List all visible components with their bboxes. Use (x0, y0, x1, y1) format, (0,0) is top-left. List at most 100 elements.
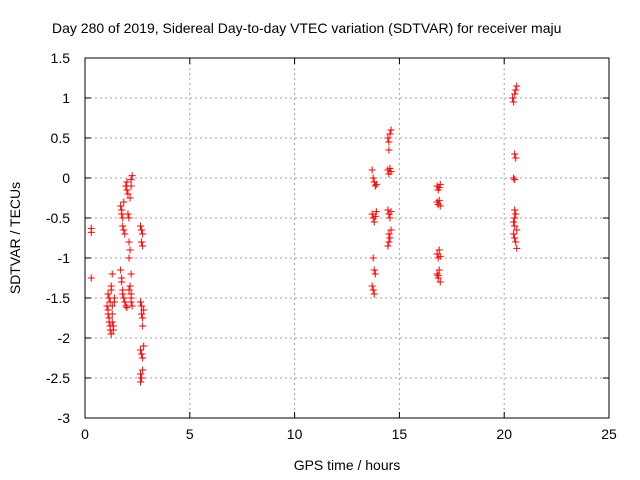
data-point (511, 90, 519, 98)
data-point (511, 222, 519, 230)
data-point (139, 322, 147, 330)
data-point (371, 182, 379, 190)
data-point (387, 126, 395, 134)
data-point (385, 238, 393, 246)
data-point (513, 244, 521, 252)
data-point (371, 212, 379, 220)
data-point (140, 306, 148, 314)
data-point (138, 302, 146, 310)
data-point (512, 154, 520, 162)
data-point (387, 168, 395, 176)
data-point (139, 230, 147, 238)
data-point (436, 202, 444, 210)
data-point (385, 146, 393, 154)
data-point (125, 238, 133, 246)
data-point (107, 330, 115, 338)
data-point (385, 138, 393, 146)
data-point (387, 208, 395, 216)
data-point (436, 180, 444, 188)
y-tick-label: 1.5 (51, 50, 71, 66)
data-point (118, 210, 126, 218)
data-point (434, 272, 442, 280)
y-tick-label: -0.5 (46, 210, 70, 226)
y-tick-label: -3 (58, 410, 71, 426)
data-point (118, 278, 126, 286)
data-point (87, 228, 95, 236)
data-point (124, 210, 132, 218)
data-point (117, 266, 125, 274)
data-point (511, 206, 519, 214)
data-point (433, 270, 441, 278)
data-point (138, 238, 146, 246)
data-point (385, 230, 393, 238)
y-tick-label: 0 (62, 170, 70, 186)
data-point (123, 304, 131, 312)
data-point (384, 206, 392, 214)
data-point (139, 242, 147, 250)
data-point (123, 178, 131, 186)
data-point (108, 270, 116, 278)
data-point (511, 234, 519, 242)
data-point (384, 134, 392, 142)
data-point (386, 214, 394, 222)
data-point (513, 226, 521, 234)
data-point (138, 374, 146, 382)
data-point (124, 190, 132, 198)
data-point (121, 298, 129, 306)
data-point (128, 172, 136, 180)
data-point (370, 266, 378, 274)
data-point (127, 182, 135, 190)
y-tick-label: 0.5 (51, 130, 71, 146)
data-point (119, 222, 127, 230)
x-tick-label: 15 (392, 426, 408, 442)
y-tick-label: 1 (62, 90, 70, 106)
data-point (368, 282, 376, 290)
data-point (511, 214, 519, 222)
data-point (120, 198, 128, 206)
x-axis-label: GPS time / hours (294, 457, 401, 473)
data-point (117, 202, 125, 210)
data-point (137, 346, 145, 354)
data-point (386, 130, 394, 138)
data-point (109, 326, 117, 334)
data-point (139, 354, 147, 362)
data-point (108, 302, 116, 310)
plot-frame (84, 57, 610, 419)
data-point (125, 254, 133, 262)
data-point (435, 196, 443, 204)
data-point (509, 94, 517, 102)
x-tick-label: 10 (287, 426, 303, 442)
data-point (371, 270, 379, 278)
data-point (435, 246, 443, 254)
data-point (369, 286, 377, 294)
data-point (122, 302, 130, 310)
data-point (108, 310, 116, 318)
data-point (119, 214, 127, 222)
data-point (510, 230, 518, 238)
data-point (435, 266, 443, 274)
y-tick-label: -1 (58, 250, 71, 266)
axis-ticks (84, 57, 610, 419)
data-point (384, 242, 392, 250)
data-point (138, 226, 146, 234)
data-point (372, 208, 380, 216)
data-point (125, 286, 133, 294)
data-point (120, 226, 128, 234)
chart-title: Day 280 of 2019, Sidereal Day-to-day VTE… (52, 20, 561, 36)
data-point (127, 298, 135, 306)
y-tick-label: -2 (58, 330, 71, 346)
data-point (436, 252, 444, 260)
data-points (87, 82, 521, 386)
data-point (511, 150, 519, 158)
data-point (137, 222, 145, 230)
data-point (372, 180, 380, 188)
data-point (107, 282, 115, 290)
data-point (123, 186, 131, 194)
y-tick-label: -2.5 (46, 370, 70, 386)
data-point (435, 184, 443, 192)
data-point (386, 234, 394, 242)
data-point (126, 194, 134, 202)
data-point (128, 302, 136, 310)
